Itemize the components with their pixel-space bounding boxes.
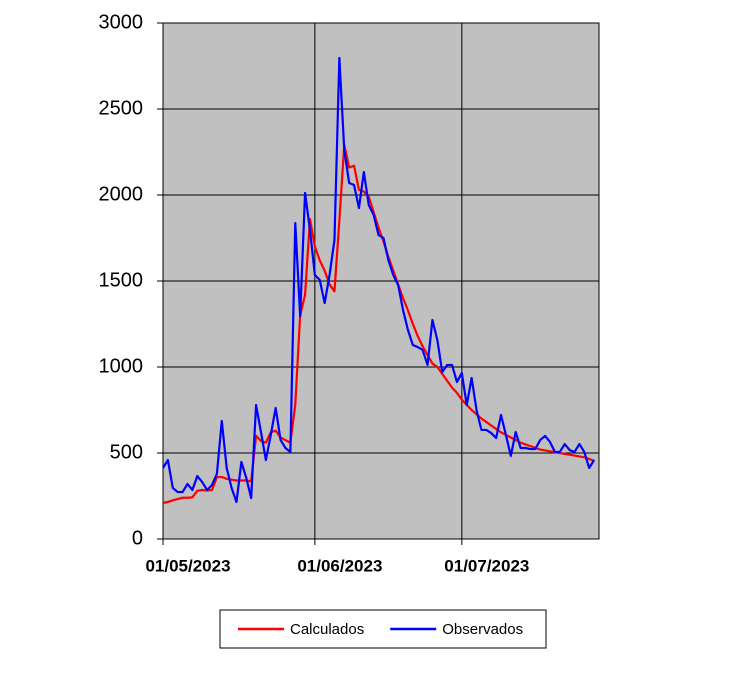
legend-label: Observados [442, 621, 523, 638]
data-line [162, 56, 596, 504]
legend-label: Calculados [290, 621, 364, 638]
y-tick-label: 0 [132, 527, 143, 549]
x-tick-label: 01/05/2023 [145, 556, 230, 575]
y-tick-label: 3000 [99, 11, 144, 33]
y-tick-label: 500 [110, 441, 143, 463]
plot-border [162, 22, 600, 540]
legend: Calculados Observados [219, 609, 547, 649]
x-tick-label: 01/06/2023 [297, 556, 382, 575]
y-tick-label: 1500 [99, 269, 144, 291]
x-tick-label: 01/07/2023 [444, 556, 529, 575]
data-line [162, 144, 595, 504]
y-tick-label: 2500 [99, 97, 144, 119]
y-tick-label: 2000 [99, 183, 144, 205]
y-tick-label: 1000 [99, 355, 144, 377]
